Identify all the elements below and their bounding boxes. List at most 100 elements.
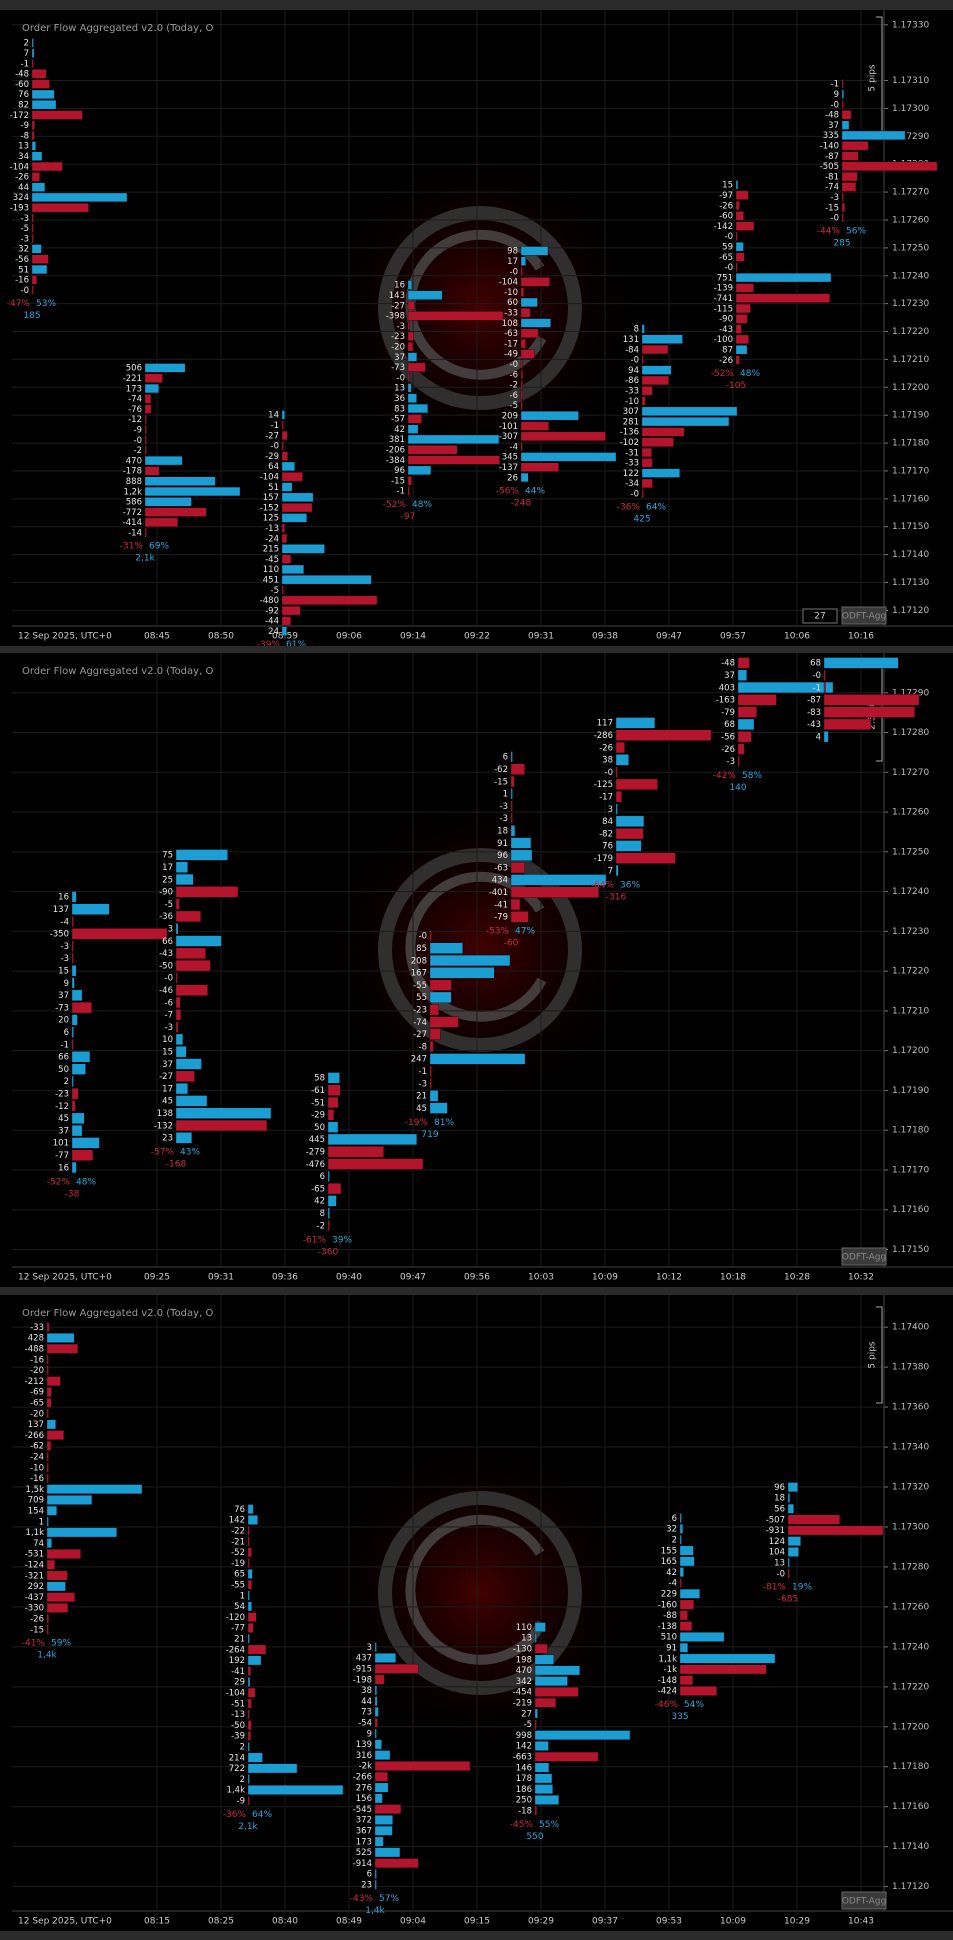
- footprint-bar: [787, 1547, 799, 1557]
- delta-label: 73: [361, 1708, 372, 1718]
- delta-label: -60: [719, 212, 733, 222]
- footprint-bar: [31, 264, 48, 275]
- delta-label: 42: [666, 1568, 677, 1578]
- footprint-bar: [429, 1102, 448, 1114]
- delta-label: 6: [367, 1870, 372, 1880]
- footprint-bar: [175, 984, 208, 996]
- delta-label: -50: [159, 961, 173, 971]
- footprint-bar: [823, 657, 899, 669]
- footprint-bar: [175, 935, 222, 947]
- badge-label: ODFT-Agg: [842, 1897, 886, 1907]
- footprint-bar: [679, 1610, 688, 1621]
- time-label: 09:47: [400, 1273, 426, 1283]
- delta-label: -3: [831, 193, 839, 203]
- delta-label: 154: [28, 1507, 44, 1517]
- footprint-bar: [841, 213, 844, 223]
- footprint-bar: [327, 1183, 342, 1195]
- delta-label: -401: [489, 888, 508, 898]
- time-label: 09:04: [400, 1917, 426, 1927]
- footprint-bar: [641, 489, 644, 499]
- footprint-bar: [841, 141, 869, 151]
- total-delta: 719: [421, 1130, 438, 1140]
- footprint-bar: [46, 1613, 49, 1624]
- delta-label: 6: [503, 753, 508, 763]
- footprint-bar: [520, 308, 531, 318]
- delta-label: 525: [356, 1848, 372, 1858]
- neg-percent: -19%: [405, 1118, 429, 1128]
- footprint-bar: [327, 1219, 330, 1232]
- delta-label: -120: [226, 1613, 245, 1623]
- delta-label: 51: [268, 483, 279, 493]
- delta-label: -56: [15, 255, 29, 265]
- footprint-bar: [175, 1070, 195, 1082]
- footprint-bar: [247, 1795, 250, 1806]
- footprint-bar: [841, 89, 844, 99]
- delta-label: 37: [58, 991, 69, 1001]
- delta-label: -16: [30, 1474, 44, 1484]
- footprint-bar: [31, 213, 34, 223]
- delta-label: 17: [162, 863, 173, 873]
- delta-label: -48: [15, 70, 29, 80]
- footprint-bar: [641, 427, 685, 437]
- date-label: 12 Sep 2025, UTC+0: [18, 1273, 112, 1283]
- footprint-bar: [679, 1513, 682, 1523]
- delta-label: -55: [231, 1581, 245, 1591]
- time-label: 10:28: [784, 1273, 810, 1283]
- delta-label: 434: [492, 876, 508, 886]
- badge: [841, 606, 887, 625]
- delta-label: -29: [265, 452, 279, 462]
- footprint-bar: [247, 1558, 250, 1568]
- delta-label: 372: [356, 1816, 372, 1826]
- delta-label: 342: [516, 1677, 532, 1687]
- footprint-bar: [510, 812, 513, 824]
- footprint-bar: [615, 741, 625, 754]
- footprint-bar: [31, 131, 35, 141]
- delta-label: -2k: [359, 1762, 372, 1772]
- delta-label: -74: [413, 1018, 427, 1028]
- footprint-bar: [735, 211, 744, 221]
- delta-label: -29: [311, 1111, 325, 1121]
- delta-label: -76: [128, 405, 142, 415]
- delta-label: -5: [510, 401, 518, 411]
- delta-label: 68: [810, 659, 821, 669]
- price-label: 1.17260: [892, 215, 929, 225]
- delta-label: -16: [30, 1355, 44, 1365]
- footprint-bar: [71, 1063, 86, 1075]
- total-delta: 185: [23, 311, 40, 321]
- neg-percent: -52%: [47, 1177, 71, 1187]
- delta-label: 24: [268, 627, 279, 637]
- footprint-bar: [71, 903, 110, 915]
- delta-label: 18: [497, 826, 508, 836]
- price-label: 1.17330: [892, 20, 929, 30]
- delta-label: 3: [608, 805, 613, 815]
- footprint-bar: [534, 1805, 537, 1816]
- delta-label: -6: [165, 998, 173, 1008]
- delta-label: -193: [10, 203, 29, 213]
- footprint-bar: [247, 1709, 250, 1720]
- footprint-bar: [144, 435, 147, 445]
- footprint-bar: [735, 190, 749, 200]
- time-label: 09:53: [656, 1917, 682, 1927]
- footprint-bar: [281, 492, 314, 502]
- delta-label: -5: [524, 1720, 532, 1730]
- delta-label: -1: [419, 1067, 427, 1077]
- footprint-bar: [175, 1021, 179, 1033]
- footprint-bar: [679, 1567, 684, 1577]
- time-label: 10:32: [848, 1273, 874, 1283]
- footprint-bar: [247, 1633, 250, 1644]
- delta-label: -27: [413, 1030, 427, 1040]
- footprint-bar: [71, 965, 77, 977]
- footprint-bar: [534, 1751, 599, 1762]
- footprint-bar: [534, 1719, 537, 1730]
- footprint-bar: [247, 1612, 257, 1622]
- footprint-bar: [429, 1041, 434, 1053]
- total-delta: -685: [778, 1595, 798, 1605]
- footprint-bar: [429, 967, 495, 979]
- footprint-bar: [175, 873, 194, 886]
- delta-label: 437: [356, 1654, 372, 1664]
- footprint-bar: [31, 79, 50, 89]
- delta-label: 36: [394, 394, 405, 404]
- footprint-bar: [429, 1004, 439, 1016]
- total-delta: -105: [726, 381, 746, 391]
- footprint-bar: [615, 852, 676, 864]
